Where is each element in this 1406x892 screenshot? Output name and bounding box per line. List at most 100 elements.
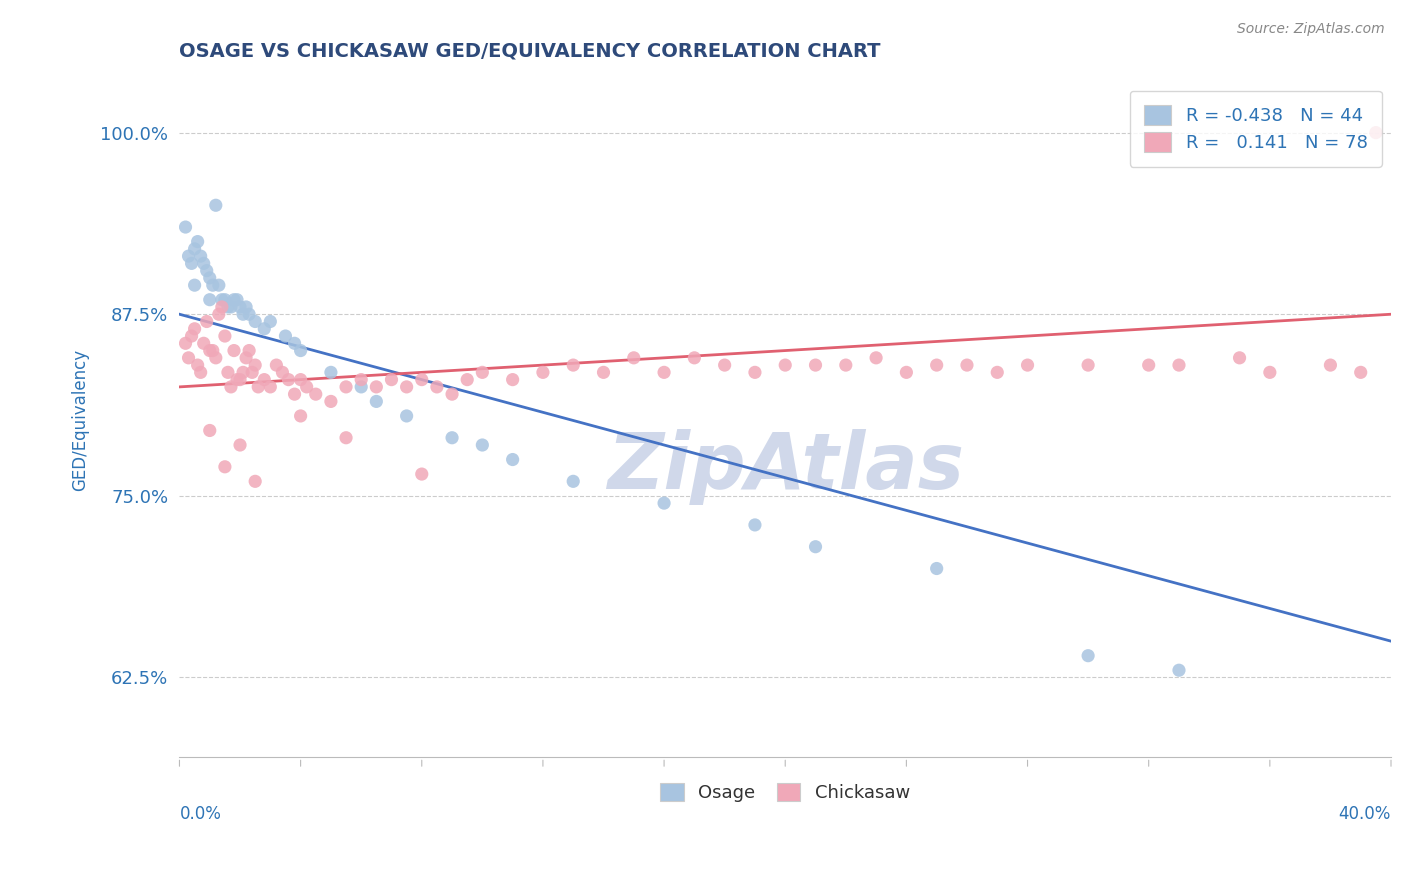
Point — [243, 475, 266, 489]
Point — [235, 351, 257, 365]
Point — [804, 540, 827, 554]
Point — [335, 380, 357, 394]
Text: OSAGE VS CHICKASAW GED/EQUIVALENCY CORRELATION CHART: OSAGE VS CHICKASAW GED/EQUIVALENCY CORRE… — [180, 42, 882, 61]
Text: Source: ZipAtlas.com: Source: ZipAtlas.com — [1237, 22, 1385, 37]
Point — [198, 271, 221, 285]
Point — [290, 343, 312, 358]
Point — [174, 336, 197, 351]
Point — [319, 365, 342, 379]
Point — [471, 365, 494, 379]
Point — [180, 329, 202, 343]
Point — [1365, 126, 1388, 140]
Point — [253, 373, 276, 387]
Point — [214, 293, 236, 307]
Point — [211, 293, 233, 307]
Point — [222, 343, 245, 358]
Point — [187, 358, 209, 372]
Point — [198, 293, 221, 307]
Point — [335, 431, 357, 445]
Point — [204, 198, 226, 212]
Point — [925, 561, 948, 575]
Point — [204, 351, 226, 365]
Point — [1229, 351, 1251, 365]
Point — [214, 329, 236, 343]
Point — [1017, 358, 1039, 372]
Point — [238, 343, 260, 358]
Point — [232, 365, 254, 379]
Point — [652, 365, 675, 379]
Point — [426, 380, 449, 394]
Text: ZipAtlas: ZipAtlas — [607, 429, 963, 505]
Point — [713, 358, 735, 372]
Point — [222, 293, 245, 307]
Point — [744, 517, 766, 532]
Point — [1258, 365, 1281, 379]
Point — [238, 307, 260, 321]
Point — [290, 373, 312, 387]
Point — [217, 365, 239, 379]
Point — [259, 314, 281, 328]
Point — [411, 467, 433, 481]
Point — [183, 278, 205, 293]
Point — [350, 380, 373, 394]
Point — [201, 343, 224, 358]
Point — [187, 235, 209, 249]
Point — [243, 314, 266, 328]
Point — [247, 380, 270, 394]
Point — [531, 365, 554, 379]
Point — [195, 314, 218, 328]
Point — [208, 278, 231, 293]
Point — [174, 220, 197, 235]
Point — [366, 380, 388, 394]
Point — [177, 249, 200, 263]
Point — [180, 256, 202, 270]
Point — [411, 373, 433, 387]
Point — [804, 358, 827, 372]
Text: 0.0%: 0.0% — [180, 805, 221, 822]
Point — [1137, 358, 1160, 372]
Point — [456, 373, 478, 387]
Point — [502, 452, 524, 467]
Point — [865, 351, 887, 365]
Point — [1077, 648, 1099, 663]
Point — [284, 336, 307, 351]
Point — [395, 380, 418, 394]
Point — [229, 438, 252, 452]
Point — [190, 365, 212, 379]
Point — [380, 373, 402, 387]
Point — [290, 409, 312, 423]
Point — [243, 358, 266, 372]
Point — [441, 387, 464, 401]
Point — [226, 293, 249, 307]
Point — [683, 351, 706, 365]
Point — [366, 394, 388, 409]
Point — [623, 351, 645, 365]
Point — [744, 365, 766, 379]
Y-axis label: GED/Equivalency: GED/Equivalency — [72, 349, 89, 491]
Point — [271, 365, 294, 379]
Point — [319, 394, 342, 409]
Point — [305, 387, 328, 401]
Point — [226, 373, 249, 387]
Point — [177, 351, 200, 365]
Point — [471, 438, 494, 452]
Point — [219, 300, 242, 314]
Point — [652, 496, 675, 510]
Point — [217, 300, 239, 314]
Point — [198, 343, 221, 358]
Point — [562, 358, 585, 372]
Point — [835, 358, 858, 372]
Point — [284, 387, 307, 401]
Point — [201, 278, 224, 293]
Point — [229, 300, 252, 314]
Point — [1350, 365, 1372, 379]
Point — [235, 300, 257, 314]
Point — [195, 263, 218, 277]
Point — [1077, 358, 1099, 372]
Point — [183, 322, 205, 336]
Point — [350, 373, 373, 387]
Point — [259, 380, 281, 394]
Legend: Osage, Chickasaw: Osage, Chickasaw — [652, 775, 917, 809]
Point — [198, 424, 221, 438]
Point — [183, 242, 205, 256]
